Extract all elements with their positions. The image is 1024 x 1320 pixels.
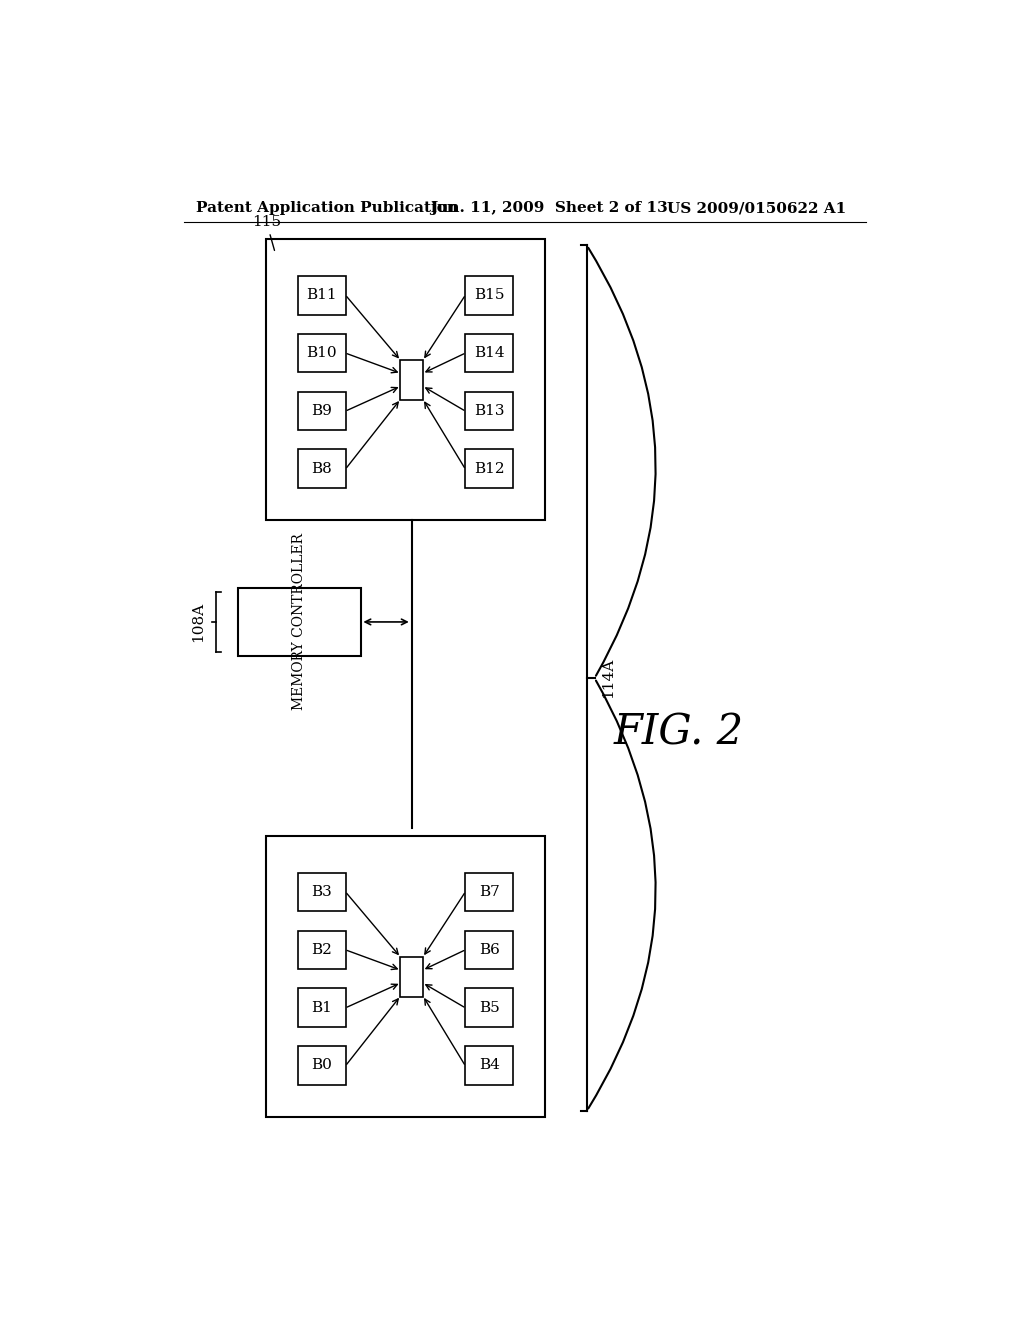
Text: B2: B2	[311, 942, 332, 957]
Bar	[465, 276, 513, 314]
Bar	[298, 873, 346, 911]
Bar	[400, 360, 423, 400]
Bar	[298, 392, 346, 430]
Bar	[298, 449, 346, 488]
Text: B1: B1	[311, 1001, 332, 1015]
Bar	[465, 873, 513, 911]
Text: Patent Application Publication: Patent Application Publication	[197, 202, 458, 215]
Text: B12: B12	[474, 462, 505, 475]
Text: Jun. 11, 2009  Sheet 2 of 13: Jun. 11, 2009 Sheet 2 of 13	[430, 202, 668, 215]
Text: B9: B9	[311, 404, 332, 418]
Bar	[465, 1047, 513, 1085]
Bar	[465, 449, 513, 488]
Text: B15: B15	[474, 289, 505, 302]
Text: B6: B6	[478, 942, 500, 957]
Text: B13: B13	[474, 404, 505, 418]
Text: B7: B7	[479, 886, 500, 899]
Text: FIG. 2: FIG. 2	[613, 711, 743, 752]
Bar	[298, 989, 346, 1027]
Bar	[298, 1047, 346, 1085]
Bar	[266, 836, 545, 1117]
Bar	[465, 392, 513, 430]
Text: B11: B11	[306, 289, 337, 302]
Text: US 2009/0150622 A1: US 2009/0150622 A1	[667, 202, 846, 215]
Bar	[465, 989, 513, 1027]
Bar	[298, 931, 346, 969]
Bar	[298, 334, 346, 372]
Text: B0: B0	[311, 1059, 332, 1072]
Text: 108A: 108A	[190, 602, 205, 642]
Text: MEMORY CONTROLLER: MEMORY CONTROLLER	[292, 533, 306, 710]
Bar	[465, 334, 513, 372]
Text: 115: 115	[252, 215, 282, 251]
Text: B4: B4	[478, 1059, 500, 1072]
Text: B3: B3	[311, 886, 332, 899]
Bar	[266, 239, 545, 520]
Text: B5: B5	[479, 1001, 500, 1015]
Bar	[238, 589, 360, 656]
Text: 114A: 114A	[601, 659, 615, 698]
Text: B10: B10	[306, 346, 337, 360]
Text: B14: B14	[474, 346, 505, 360]
Bar	[298, 276, 346, 314]
Bar	[465, 931, 513, 969]
Bar	[400, 957, 423, 997]
Text: B8: B8	[311, 462, 332, 475]
